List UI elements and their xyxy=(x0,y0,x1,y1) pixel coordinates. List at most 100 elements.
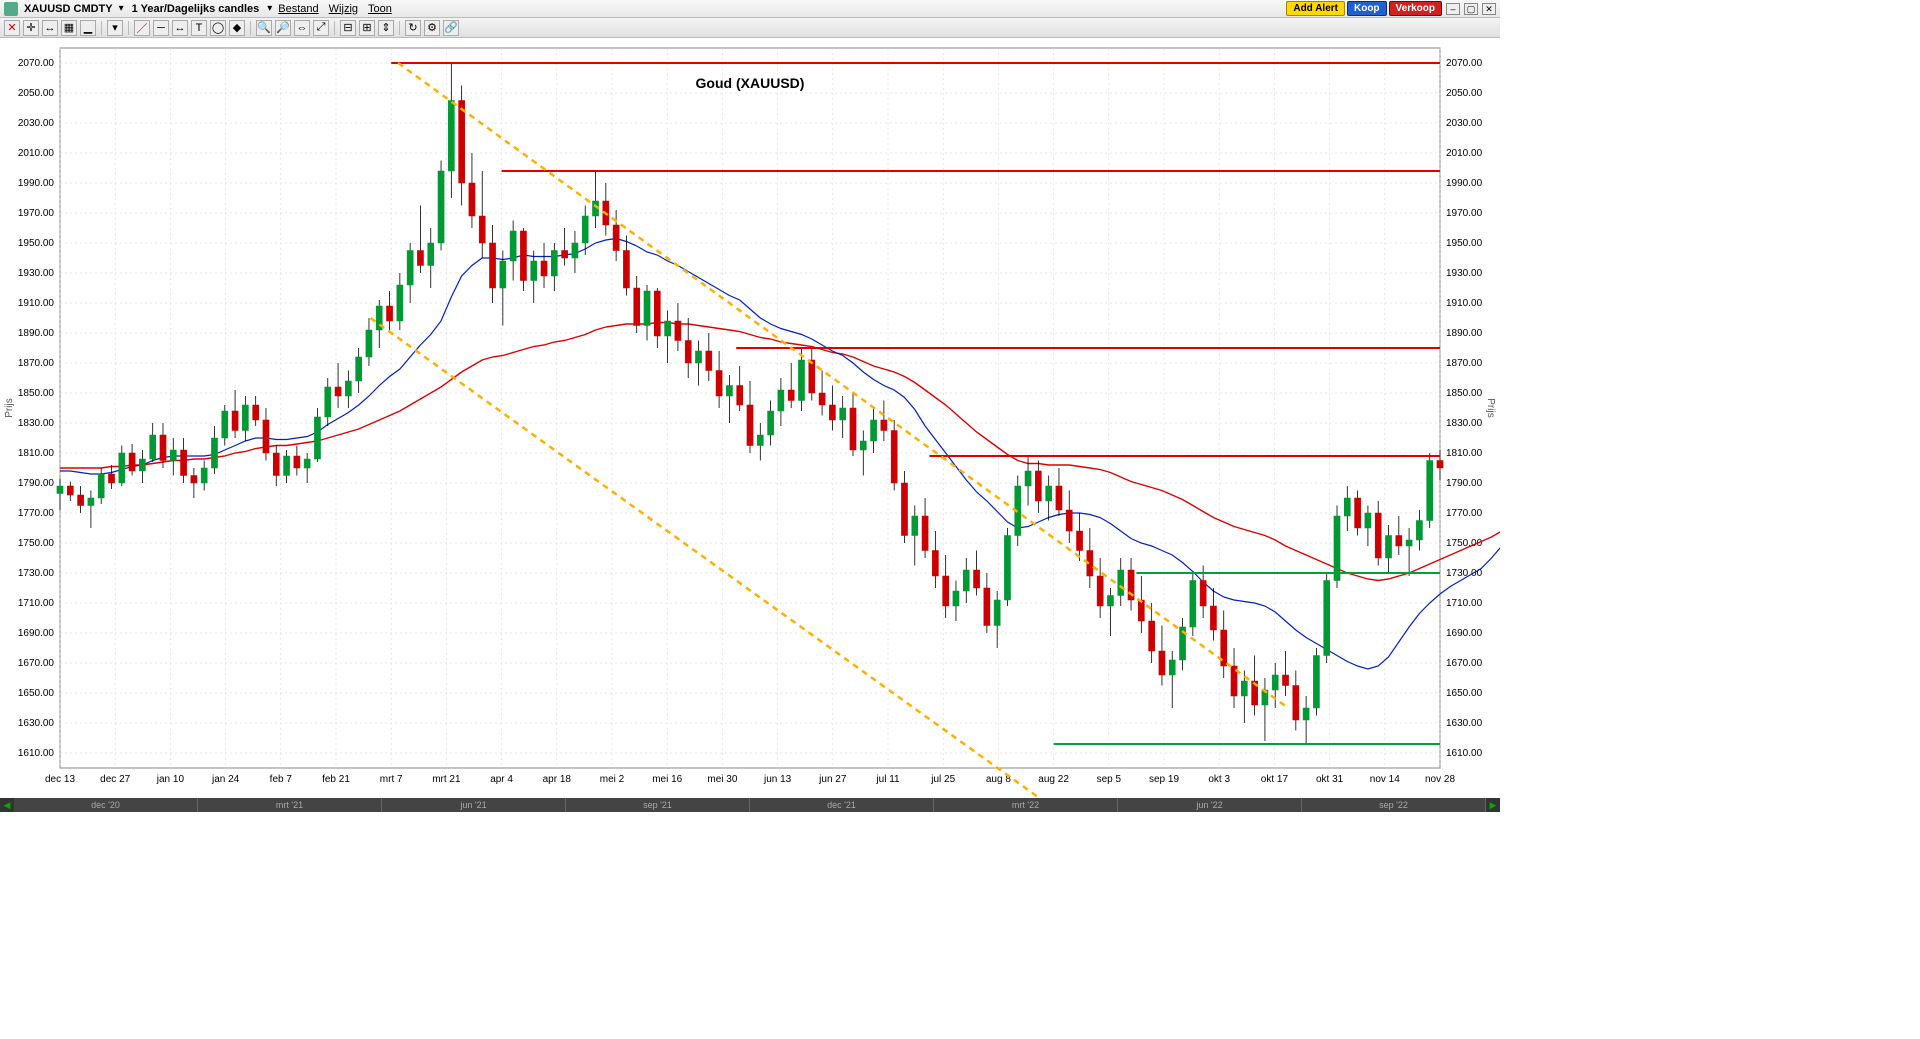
tool-expand-icon[interactable]: ⤢ xyxy=(313,20,329,36)
svg-text:1730.00: 1730.00 xyxy=(18,568,55,579)
timeline-segment[interactable]: mrt '21 xyxy=(198,798,382,812)
svg-text:jul 11: jul 11 xyxy=(875,774,900,785)
tool-horiz-icon[interactable]: ↔ xyxy=(172,20,188,36)
svg-text:1870.00: 1870.00 xyxy=(1446,358,1483,369)
timeline-segment[interactable]: mrt '22 xyxy=(934,798,1118,812)
tool-zoomout-icon[interactable]: 🔎 xyxy=(275,20,291,36)
svg-text:1650.00: 1650.00 xyxy=(1446,688,1483,699)
chart-svg: 1610.001610.001630.001630.001650.001650.… xyxy=(0,38,1500,798)
timeline-segment[interactable]: jun '22 xyxy=(1118,798,1302,812)
svg-text:1630.00: 1630.00 xyxy=(18,718,55,729)
svg-text:2070.00: 2070.00 xyxy=(1446,58,1483,69)
svg-text:1890.00: 1890.00 xyxy=(18,328,55,339)
menu-wijzig[interactable]: Wijzig xyxy=(325,3,362,15)
svg-text:aug 22: aug 22 xyxy=(1038,774,1069,785)
svg-text:1810.00: 1810.00 xyxy=(18,448,55,459)
verkoop-button[interactable]: Verkoop xyxy=(1389,1,1442,16)
tool-fit-icon[interactable]: ⇔ xyxy=(294,20,310,36)
svg-text:dec 13: dec 13 xyxy=(45,774,75,785)
svg-text:Prijs: Prijs xyxy=(1485,398,1496,417)
timeline-scrollbar[interactable]: ◀ dec '20mrt '21jun '21sep '21dec '21mrt… xyxy=(0,798,1500,812)
tool-marker-icon[interactable]: ◆ xyxy=(229,20,245,36)
tool-close-icon[interactable]: ✕ xyxy=(4,20,20,36)
svg-text:2070.00: 2070.00 xyxy=(18,58,55,69)
svg-text:nov 14: nov 14 xyxy=(1370,774,1400,785)
tool-text-icon[interactable]: T xyxy=(191,20,207,36)
svg-text:1830.00: 1830.00 xyxy=(1446,418,1483,429)
tool-shape-icon[interactable]: ◯ xyxy=(210,20,226,36)
svg-text:2050.00: 2050.00 xyxy=(1446,88,1483,99)
tool-line-icon[interactable]: ─ xyxy=(153,20,169,36)
svg-text:mrt 7: mrt 7 xyxy=(380,774,403,785)
tool-pencil-icon[interactable]: ／ xyxy=(134,20,150,36)
app-logo-icon xyxy=(4,2,18,16)
svg-text:apr 18: apr 18 xyxy=(543,774,572,785)
add-alert-button[interactable]: Add Alert xyxy=(1286,1,1345,16)
symbol-dropdown-icon[interactable]: ▾ xyxy=(119,3,124,14)
tool-compress-icon[interactable]: ⇕ xyxy=(378,20,394,36)
tool-bar-icon[interactable]: ⊞ xyxy=(359,20,375,36)
menu-bestand[interactable]: Bestand xyxy=(274,3,322,15)
window-minimize-icon[interactable]: – xyxy=(1446,3,1460,15)
chart-area[interactable]: 1610.001610.001630.001630.001650.001650.… xyxy=(0,38,1500,798)
svg-text:2050.00: 2050.00 xyxy=(18,88,55,99)
svg-text:jun 13: jun 13 xyxy=(763,774,792,785)
svg-text:1790.00: 1790.00 xyxy=(18,478,55,489)
timeline-left-arrow-icon[interactable]: ◀ xyxy=(0,798,14,812)
tool-chart-icon[interactable]: ▁ xyxy=(80,20,96,36)
symbol-label[interactable]: XAUUSD CMDTY xyxy=(20,3,117,15)
svg-text:1710.00: 1710.00 xyxy=(1446,598,1483,609)
tool-zoomin-icon[interactable]: 🔍 xyxy=(256,20,272,36)
svg-text:sep 5: sep 5 xyxy=(1097,774,1122,785)
svg-text:1970.00: 1970.00 xyxy=(1446,208,1483,219)
svg-text:1750.00: 1750.00 xyxy=(18,538,55,549)
svg-text:1870.00: 1870.00 xyxy=(18,358,55,369)
svg-text:apr 4: apr 4 xyxy=(490,774,513,785)
svg-text:1670.00: 1670.00 xyxy=(18,658,55,669)
svg-text:2030.00: 2030.00 xyxy=(18,118,55,129)
svg-text:1730.00: 1730.00 xyxy=(1446,568,1483,579)
timeframe-label[interactable]: 1 Year/Dagelijks candles xyxy=(126,3,266,15)
timeline-segment[interactable]: sep '22 xyxy=(1302,798,1486,812)
svg-text:2010.00: 2010.00 xyxy=(18,148,55,159)
svg-text:1950.00: 1950.00 xyxy=(1446,238,1483,249)
svg-text:1810.00: 1810.00 xyxy=(1446,448,1483,459)
tool-dropdown-icon[interactable]: ▾ xyxy=(107,20,123,36)
tool-refresh-icon[interactable]: ↻ xyxy=(405,20,421,36)
svg-text:jun 27: jun 27 xyxy=(818,774,847,785)
tool-crosshair-icon[interactable]: ✛ xyxy=(23,20,39,36)
timeline-segment[interactable]: jun '21 xyxy=(382,798,566,812)
svg-text:okt 31: okt 31 xyxy=(1316,774,1344,785)
timeframe-dropdown-icon[interactable]: ▾ xyxy=(267,3,272,14)
tool-grid-icon[interactable]: ▦ xyxy=(61,20,77,36)
timeline-segment[interactable]: dec '20 xyxy=(14,798,198,812)
tool-settings-icon[interactable]: ⚙ xyxy=(424,20,440,36)
svg-text:feb 21: feb 21 xyxy=(322,774,350,785)
window-close-icon[interactable]: ✕ xyxy=(1482,3,1496,15)
svg-text:1930.00: 1930.00 xyxy=(1446,268,1483,279)
svg-text:feb 7: feb 7 xyxy=(270,774,293,785)
toolbar: ✕ ✛ ↔ ▦ ▁ ▾ ／ ─ ↔ T ◯ ◆ 🔍 🔎 ⇔ ⤢ ⊟ ⊞ ⇕ ↻ … xyxy=(0,18,1500,38)
menubar: XAUUSD CMDTY ▾ 1 Year/Dagelijks candles … xyxy=(0,0,1500,18)
menu-toon[interactable]: Toon xyxy=(364,3,396,15)
timeline-segment[interactable]: sep '21 xyxy=(566,798,750,812)
svg-text:1610.00: 1610.00 xyxy=(1446,748,1483,759)
svg-text:1990.00: 1990.00 xyxy=(1446,178,1483,189)
tool-link-icon[interactable]: 🔗 xyxy=(443,20,459,36)
tool-candle-icon[interactable]: ⊟ xyxy=(340,20,356,36)
svg-text:1890.00: 1890.00 xyxy=(1446,328,1483,339)
svg-text:1770.00: 1770.00 xyxy=(18,508,55,519)
svg-text:1850.00: 1850.00 xyxy=(18,388,55,399)
svg-text:nov 28: nov 28 xyxy=(1425,774,1455,785)
svg-text:1850.00: 1850.00 xyxy=(1446,388,1483,399)
koop-button[interactable]: Koop xyxy=(1347,1,1387,16)
svg-text:Prijs: Prijs xyxy=(4,398,15,417)
window-maximize-icon[interactable]: ▢ xyxy=(1464,3,1478,15)
timeline-segment[interactable]: dec '21 xyxy=(750,798,934,812)
svg-text:mrt 21: mrt 21 xyxy=(432,774,461,785)
svg-text:1710.00: 1710.00 xyxy=(18,598,55,609)
svg-text:mei 30: mei 30 xyxy=(707,774,737,785)
timeline-right-arrow-icon[interactable]: ▶ xyxy=(1486,798,1500,812)
svg-text:okt 17: okt 17 xyxy=(1261,774,1289,785)
tool-arrow-icon[interactable]: ↔ xyxy=(42,20,58,36)
